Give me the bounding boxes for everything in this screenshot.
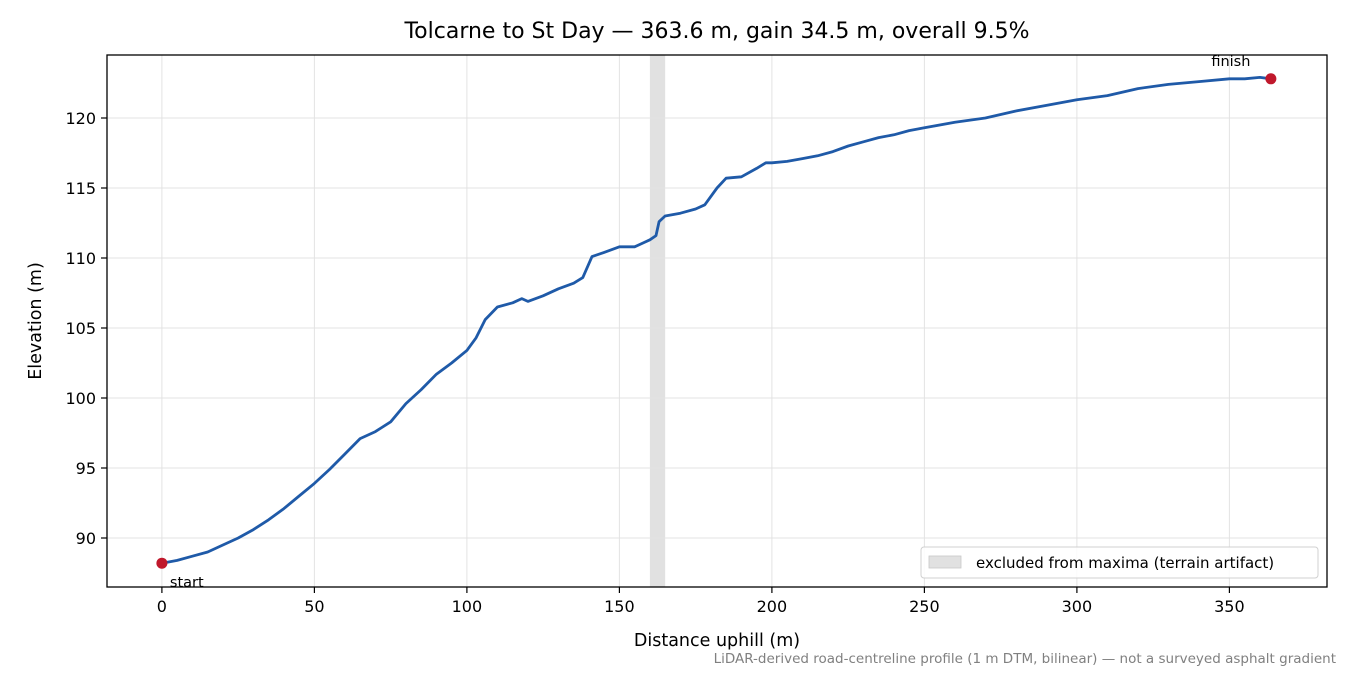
x-tick-label: 300	[1062, 597, 1093, 616]
chart-title: Tolcarne to St Day — 363.6 m, gain 34.5 …	[404, 19, 1030, 44]
plot-frame	[106, 54, 1328, 588]
x-tick-label: 250	[909, 597, 940, 616]
start-marker	[156, 557, 168, 569]
chart-footnote: LiDAR-derived road-centreline profile (1…	[713, 651, 1336, 667]
finish-label: finish	[1211, 54, 1250, 70]
x-tick-label: 350	[1214, 597, 1245, 616]
x-tick-label: 100	[452, 597, 483, 616]
x-tick-label: 0	[157, 597, 167, 616]
x-tick-label: 150	[604, 597, 635, 616]
y-tick-label: 90	[76, 529, 96, 548]
legend-swatch	[928, 555, 962, 569]
start-label: start	[170, 575, 204, 591]
y-tick-label: 95	[76, 459, 96, 478]
x-tick-label: 50	[304, 597, 324, 616]
finish-marker	[1265, 73, 1277, 85]
excluded-span	[649, 55, 666, 587]
y-tick-label: 100	[65, 389, 96, 408]
y-axis-label: Elevation (m)	[26, 262, 46, 380]
y-tick-label: 110	[65, 249, 96, 268]
legend-label: excluded from maxima (terrain artifact)	[976, 554, 1274, 572]
legend-box	[920, 546, 1319, 579]
y-tick-label: 105	[65, 319, 96, 338]
y-tick-label: 120	[65, 109, 96, 128]
elevation-line	[160, 76, 1273, 565]
x-tick-label: 200	[757, 597, 788, 616]
x-axis-label: Distance uphill (m)	[634, 631, 800, 651]
y-tick-label: 115	[65, 179, 96, 198]
